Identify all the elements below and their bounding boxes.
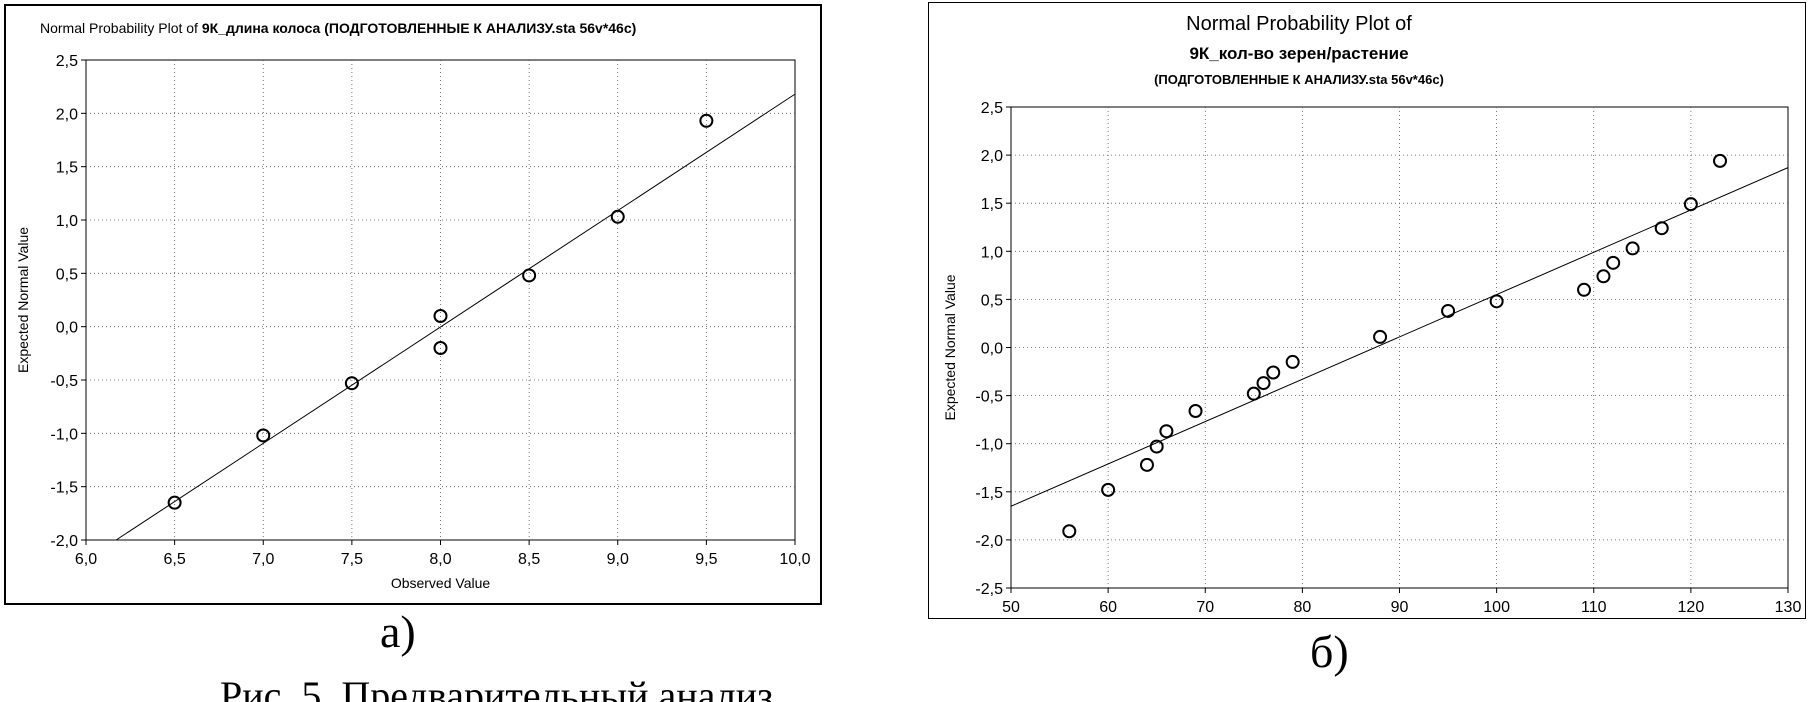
chart-b-data-point: [1489, 294, 1504, 309]
chart-b-x-tick-label: 70: [1196, 599, 1214, 616]
chart-a-y-tick-label: 0,5: [56, 266, 78, 283]
chart-b-data-point: [1139, 457, 1154, 472]
chart-b-x-tick-label: 80: [1293, 599, 1311, 616]
chart-b-data-point: [1101, 482, 1116, 497]
chart-b-y-tick-label: 0,5: [981, 292, 1003, 309]
chart-a-x-tick-label: 9,0: [607, 551, 629, 568]
chart-b-y-tick-label: -2,0: [975, 533, 1003, 550]
chart-b-data-point: [1149, 439, 1164, 454]
chart-a-y-tick-label: 2,0: [56, 106, 78, 123]
chart-a-x-tick-label: 8,0: [429, 551, 451, 568]
chart-b-y-tick-label: 0,0: [981, 341, 1003, 358]
chart-b-y-axis-label: Expected Normal Value: [942, 274, 958, 420]
chart-b-data-point: [1256, 376, 1271, 391]
chart-b-data-point: [1625, 241, 1640, 256]
chart-b-data-point: [1713, 153, 1728, 168]
chart-a-y-tick-label: 1,0: [56, 213, 78, 230]
chart-a-y-tick-label: 2,5: [56, 53, 78, 70]
chart-a-data-point: [344, 376, 359, 391]
chart-a-fit-line: [115, 93, 796, 541]
chart-a-data-point: [699, 113, 714, 128]
chart-panel-a: Normal Probability Plot of 9К_длина коло…: [4, 4, 822, 605]
chart-a-y-tick-label: 1,5: [56, 160, 78, 177]
chart-b-title-line2: 9К_кол-во зерен/растение: [1189, 44, 1408, 63]
chart-a-x-tick-label: 6,5: [164, 551, 186, 568]
chart-b-data-point: [1062, 524, 1077, 539]
chart-b-y-tick-label: -0,5: [975, 389, 1003, 406]
chart-panel-b: Normal Probability Plot of 9К_кол-во зер…: [928, 2, 1806, 619]
chart-a-y-tick-label: -0,5: [50, 373, 78, 390]
chart-b-x-tick-label: 50: [1002, 599, 1020, 616]
chart-b-x-tick-label: 110: [1581, 599, 1607, 616]
chart-b-y-tick-label: 2,0: [981, 148, 1003, 165]
chart-a-data-point: [610, 209, 625, 224]
chart-a-y-tick-label: 0,0: [56, 320, 78, 337]
chart-a-x-tick-label: 8,5: [518, 551, 540, 568]
chart-b-data-point: [1266, 365, 1281, 380]
figure-caption-text: Рис. 5. Предварительный анализ: [220, 676, 773, 702]
chart-b-y-tick-label: -1,0: [975, 437, 1003, 454]
chart-b-data-point: [1246, 386, 1261, 401]
chart-b-x-tick-label: 120: [1678, 599, 1705, 616]
caption-a: а): [380, 606, 416, 657]
chart-b-data-point: [1373, 329, 1388, 344]
chart-b-y-tick-label: 1,0: [981, 244, 1003, 261]
chart-b-y-tick-label: 1,5: [981, 196, 1003, 213]
chart-a-title-variable: 9К_длина колоса: [201, 20, 321, 36]
chart-b-data-point: [1606, 255, 1621, 270]
chart-a-title: Normal Probability Plot of 9К_длина коло…: [6, 20, 820, 36]
chart-b-y-tick-label: -1,5: [975, 485, 1003, 502]
chart-b-x-tick-label: 90: [1391, 599, 1409, 616]
chart-a-x-tick-label: 9,5: [695, 551, 717, 568]
chart-a-y-tick-label: -2,0: [50, 533, 78, 550]
chart-b-y-tick-label: -2,5: [975, 581, 1003, 598]
chart-b-data-point: [1683, 197, 1698, 212]
chart-b-x-tick-label: 60: [1099, 599, 1117, 616]
chart-a-data-point: [256, 428, 271, 443]
chart-b-data-point: [1596, 269, 1611, 284]
chart-a-x-tick-label: 7,0: [252, 551, 274, 568]
chart-b-title-line1: Normal Probability Plot of: [1186, 13, 1412, 35]
chart-b-title-line3: (ПОДГОТОВЛЕННЫЕ К АНАЛИЗУ.sta 56v*46c): [1154, 72, 1444, 87]
chart-b-data-point: [1654, 221, 1669, 236]
chart-b-data-point: [1577, 282, 1592, 297]
chart-a-y-axis-label: Expected Normal Value: [15, 227, 31, 373]
chart-b-x-tick-label: 100: [1483, 599, 1510, 616]
chart-a-x-axis-label: Observed Value: [391, 575, 491, 591]
chart-a-svg: 6,0 6,5 7,0 7,5 8,0 8,5 9,0 9,5 10,0 2,5 2,0 1,5 1,0…: [15, 53, 811, 591]
chart-a-title-prefix: Normal Probability Plot of: [40, 20, 198, 36]
chart-b-x-tick-label: 130: [1775, 599, 1802, 616]
chart-b-data-point: [1285, 354, 1300, 369]
chart-b-data-point: [1441, 303, 1456, 318]
chart-a-data-point: [433, 341, 448, 355]
chart-b-svg: Normal Probability Plot of 9К_кол-во зер…: [942, 13, 1802, 616]
chart-a-title-source: (ПОДГОТОВЛЕННЫЕ К АНАЛИЗУ.sta 56v*46c): [324, 20, 637, 36]
chart-b-y-tick-label: 2,5: [981, 100, 1003, 117]
chart-a-data-point: [433, 309, 448, 323]
chart-a-x-tick-label: 6,0: [75, 551, 97, 568]
chart-a-x-tick-label: 7,5: [341, 551, 363, 568]
chart-a-data-point: [167, 495, 182, 510]
chart-b-data-point: [1159, 424, 1174, 439]
chart-a-y-tick-label: -1,5: [50, 480, 78, 497]
chart-a-x-tick-label: 10,0: [779, 551, 810, 568]
chart-a-data-point: [522, 268, 537, 283]
chart-b-data-point: [1188, 403, 1203, 418]
caption-b: б): [1310, 626, 1349, 677]
chart-a-y-tick-label: -1,0: [50, 426, 78, 443]
